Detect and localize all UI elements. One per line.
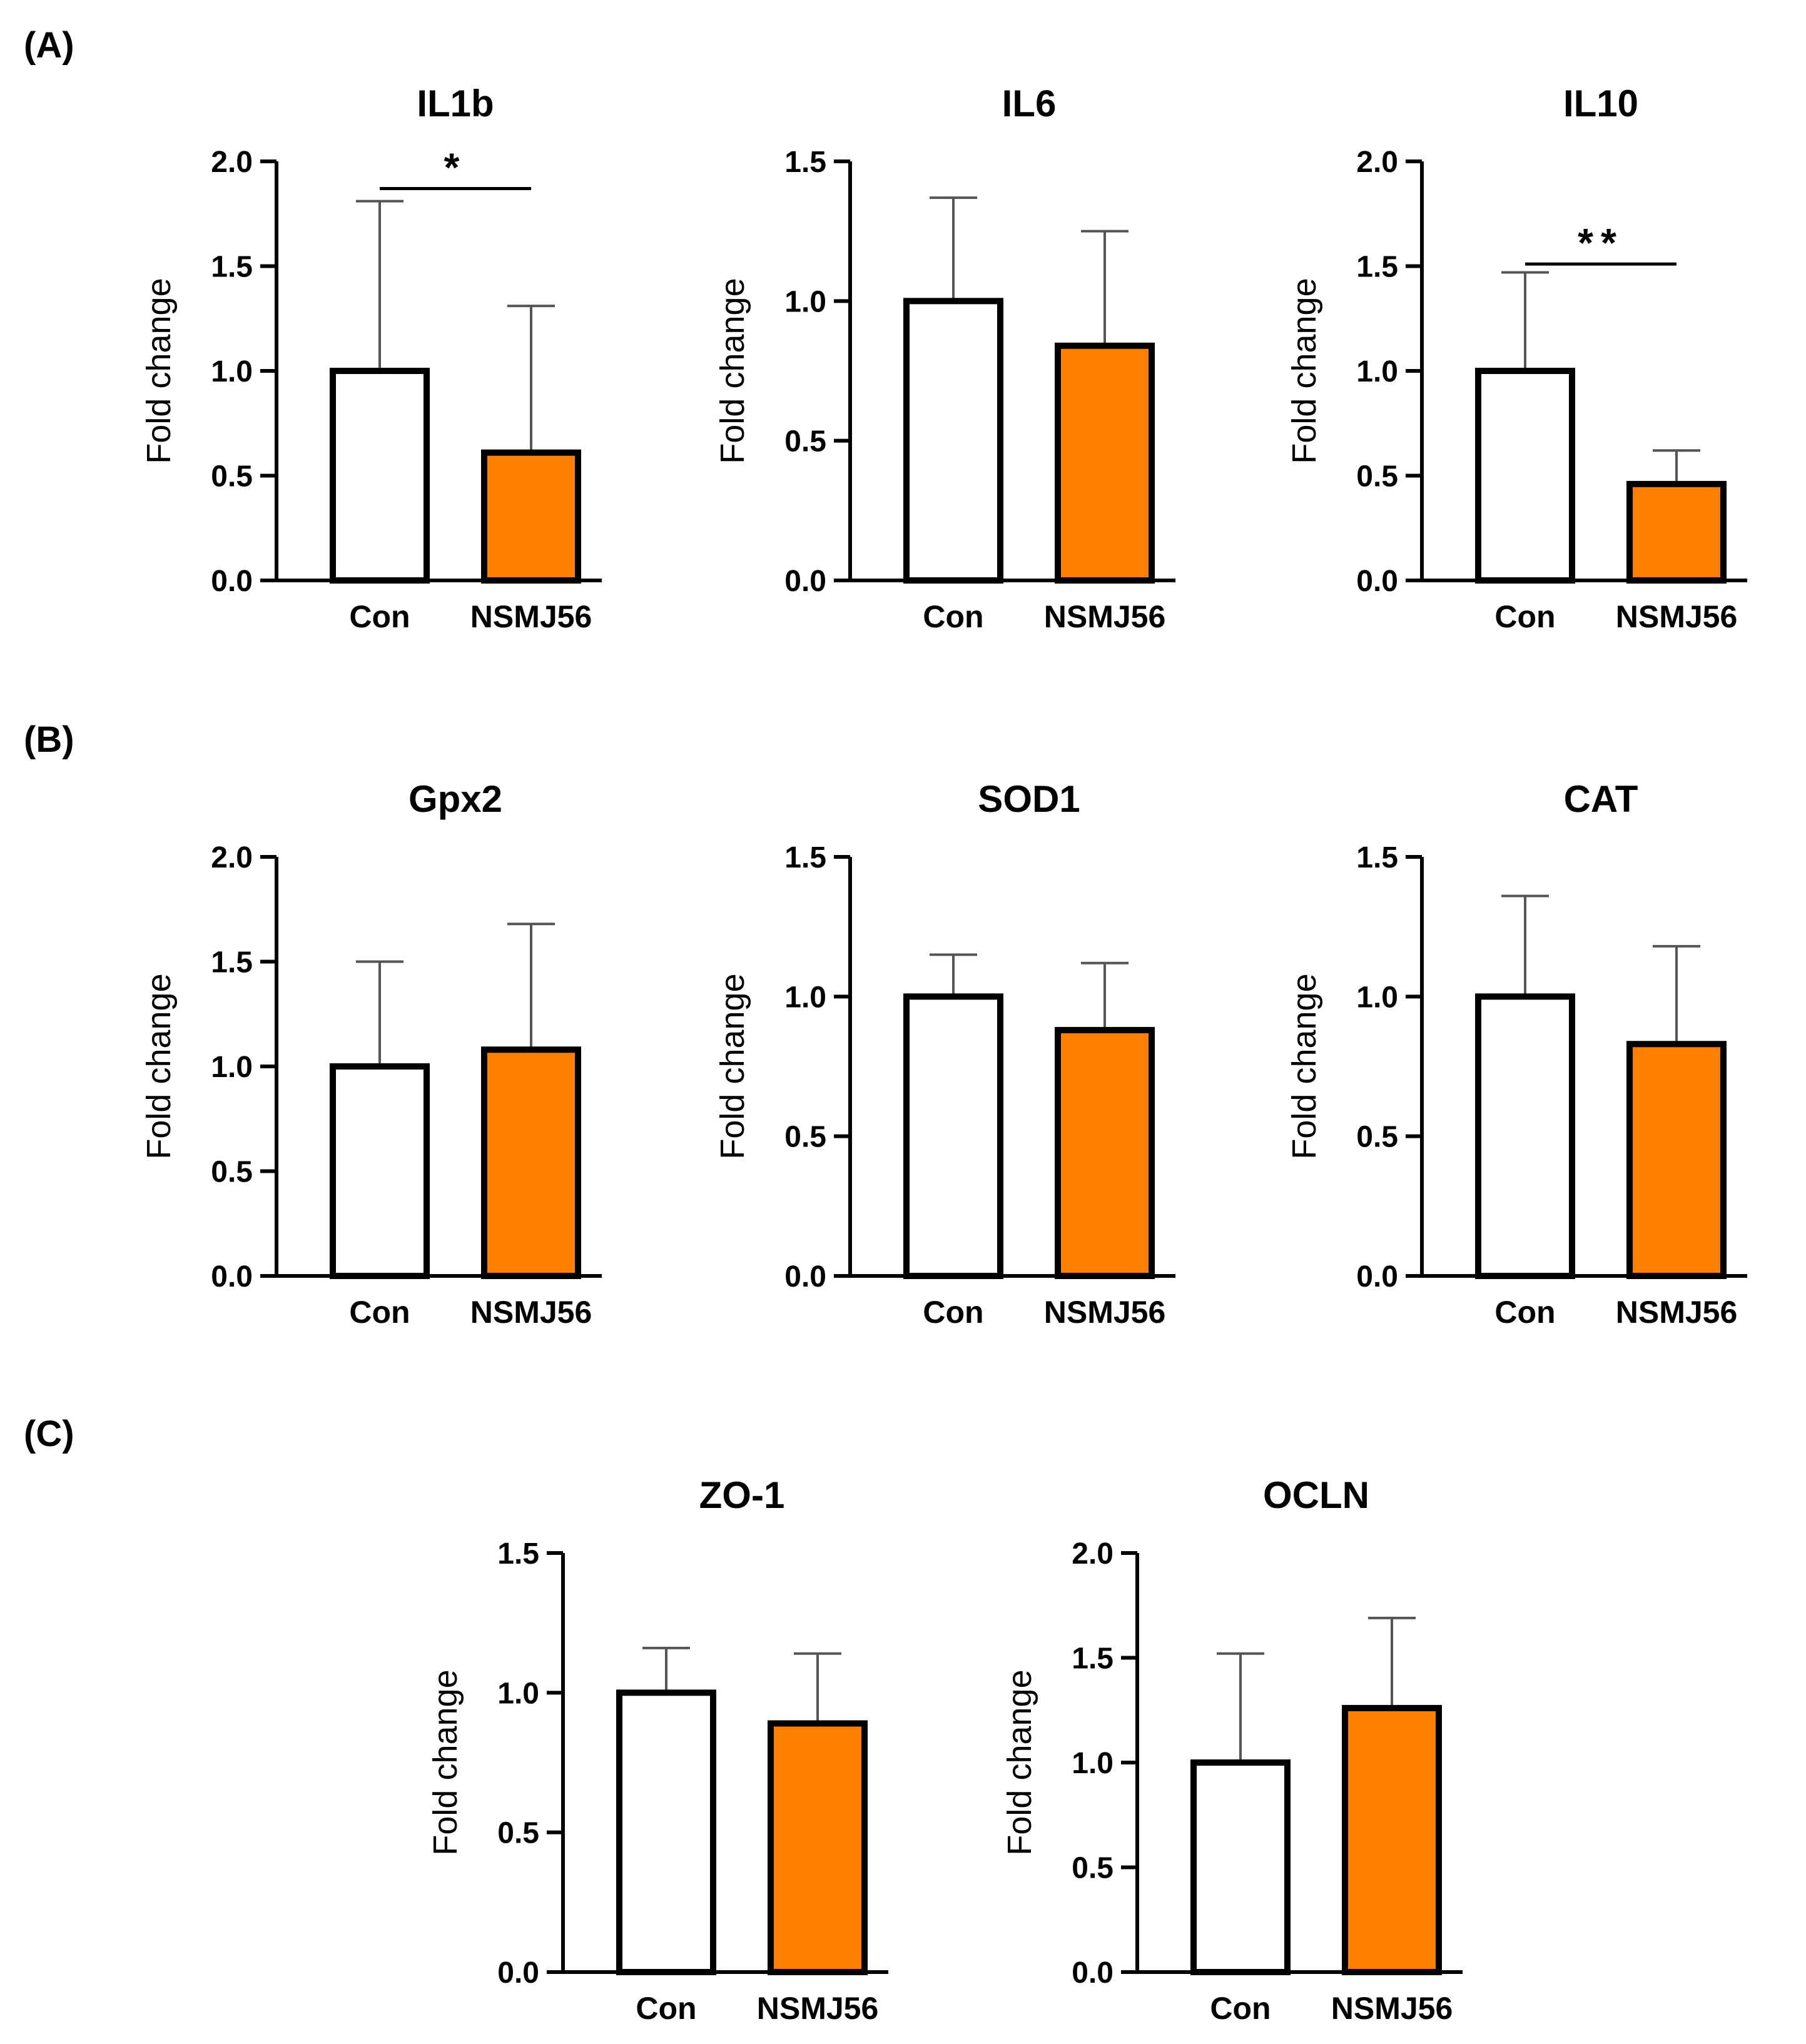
bar-con xyxy=(616,1689,716,1975)
chart-cat: CAT Fold change 0.0 0.5 1.0 1.5 Con NSMJ56 xyxy=(1286,778,1747,1330)
y-tick-label: 0.0 xyxy=(211,565,253,598)
y-tick-label: 1.5 xyxy=(497,1537,539,1571)
bar-con xyxy=(1190,1759,1291,1975)
x-tick-label-nsmj56: NSMJ56 xyxy=(1616,599,1738,634)
y-tick-label: 0.0 xyxy=(1356,1260,1398,1293)
panel-label-b: (B) xyxy=(24,719,74,760)
y-tick-label: 1.5 xyxy=(211,946,253,979)
x-tick-label-nsmj56: NSMJ56 xyxy=(1044,1295,1166,1330)
y-tick-label: 0.5 xyxy=(211,460,253,493)
y-tick-label: 0.0 xyxy=(1072,1956,1114,1990)
y-axis-label: Fold change xyxy=(1286,278,1323,463)
bar-con xyxy=(1475,368,1575,584)
bar-con xyxy=(903,298,1003,584)
bar-con xyxy=(330,1063,430,1279)
y-axis-label: Fold change xyxy=(427,1669,464,1855)
y-tick-label: 1.0 xyxy=(784,981,826,1014)
y-tick-label: 1.0 xyxy=(1072,1747,1114,1780)
x-tick-label-con: Con xyxy=(1494,1295,1555,1330)
y-tick-label: 0.5 xyxy=(211,1156,253,1189)
y-tick-label: 0.0 xyxy=(784,1260,826,1293)
x-tick-label-nsmj56: NSMJ56 xyxy=(1331,1991,1453,2026)
bar-nsmj56 xyxy=(1626,480,1727,584)
bar-nsmj56 xyxy=(481,1046,581,1279)
y-tick-label: 1.5 xyxy=(1072,1642,1114,1676)
y-axis-label: Fold change xyxy=(714,973,751,1159)
chart-title: Gpx2 xyxy=(408,778,502,820)
chart-title: SOD1 xyxy=(978,778,1080,820)
y-tick-label: 2.0 xyxy=(1356,146,1398,179)
panel-label-c: (C) xyxy=(24,1414,74,1454)
chart-sod1: SOD1 Fold change 0.0 0.5 1.0 1.5 Con NSMJ56 xyxy=(714,778,1175,1330)
chart-zo-1: ZO-1 Fold change 0.0 0.5 1.0 1.5 Con NSMJ56 xyxy=(427,1474,888,2026)
y-tick-label: 2.0 xyxy=(211,146,253,179)
chart-il1b: IL1b Fold change 0.0 0.5 1.0 1.5 2.0 Con NSMJ56 * xyxy=(140,83,602,634)
chart-ocln: OCLN Fold change 0.0 0.5 1.0 1.5 2.0 Con NSMJ56 xyxy=(1001,1474,1463,2026)
bar-con xyxy=(330,368,430,584)
y-tick-label: 1.0 xyxy=(211,355,253,388)
y-tick-label: 1.5 xyxy=(211,251,253,284)
x-tick-label-con: Con xyxy=(1210,1991,1271,2026)
y-tick-label: 1.0 xyxy=(784,285,826,318)
bar-nsmj56 xyxy=(1626,1041,1727,1280)
y-axis-label: Fold change xyxy=(1286,973,1323,1159)
y-tick-label: 1.0 xyxy=(211,1051,253,1084)
y-tick-label: 1.5 xyxy=(784,146,826,179)
y-tick-label: 0.5 xyxy=(1356,1121,1398,1154)
y-axis-label: Fold change xyxy=(140,278,178,463)
x-tick-label-con: Con xyxy=(923,599,983,634)
chart-title: OCLN xyxy=(1263,1474,1369,1516)
y-tick-label: 2.0 xyxy=(211,841,253,874)
chart-il10: IL10 Fold change 0.0 0.5 1.0 1.5 2.0 Con NSMJ56 *… xyxy=(1286,83,1747,634)
bar-nsmj56 xyxy=(768,1720,868,1975)
charts-container: IL1b Fold change 0.0 0.5 1.0 1.5 2.0 Con NSMJ56 *… xyxy=(140,83,1747,2026)
panel-label-a: (A) xyxy=(24,25,74,66)
bar-nsmj56 xyxy=(1055,1026,1155,1280)
y-tick-label: 0.0 xyxy=(211,1260,253,1293)
chart-title: CAT xyxy=(1564,778,1638,820)
chart-il6: IL6 Fold change 0.0 0.5 1.0 1.5 Con NSMJ56 xyxy=(714,83,1175,634)
x-tick-label-con: Con xyxy=(923,1295,983,1330)
y-tick-label: 0.0 xyxy=(784,565,826,598)
chart-title: IL6 xyxy=(1002,83,1057,124)
y-tick-label: 2.0 xyxy=(1072,1537,1114,1571)
y-tick-label: 0.5 xyxy=(784,1121,826,1154)
x-tick-label-nsmj56: NSMJ56 xyxy=(757,1991,879,2026)
chart-title: IL1b xyxy=(417,83,494,124)
chart-title: ZO-1 xyxy=(699,1474,785,1516)
x-tick-label-con: Con xyxy=(349,1295,410,1330)
y-axis-label: Fold change xyxy=(140,973,178,1159)
y-tick-label: 1.5 xyxy=(1356,841,1398,874)
y-tick-label: 0.5 xyxy=(497,1817,539,1850)
y-tick-label: 1.0 xyxy=(1356,981,1398,1014)
y-tick-label: 1.0 xyxy=(497,1677,539,1710)
x-tick-label-nsmj56: NSMJ56 xyxy=(470,599,592,634)
y-axis-label: Fold change xyxy=(1001,1669,1038,1855)
y-tick-label: 0.5 xyxy=(784,425,826,458)
x-tick-label-con: Con xyxy=(349,599,410,634)
bar-con xyxy=(903,993,1003,1280)
y-tick-label: 0.5 xyxy=(1072,1852,1114,1885)
chart-gpx2: Gpx2 Fold change 0.0 0.5 1.0 1.5 2.0 Con NSMJ56 xyxy=(140,778,602,1330)
bar-nsmj56 xyxy=(1342,1704,1442,1975)
y-tick-label: 1.5 xyxy=(1356,251,1398,284)
bar-nsmj56 xyxy=(1055,342,1155,584)
x-tick-label-nsmj56: NSMJ56 xyxy=(470,1295,592,1330)
chart-title: IL10 xyxy=(1563,83,1638,124)
x-tick-label-con: Con xyxy=(1494,599,1555,634)
significance-marker: ** xyxy=(1578,220,1624,265)
bar-nsmj56 xyxy=(481,449,581,584)
significance-marker: * xyxy=(444,145,467,190)
x-tick-label-nsmj56: NSMJ56 xyxy=(1616,1295,1738,1330)
y-tick-label: 0.0 xyxy=(497,1956,539,1990)
y-axis-label: Fold change xyxy=(714,278,751,463)
bar-con xyxy=(1475,993,1575,1280)
y-tick-label: 0.5 xyxy=(1356,460,1398,493)
y-tick-label: 1.5 xyxy=(784,841,826,874)
y-tick-label: 1.0 xyxy=(1356,355,1398,388)
y-tick-label: 0.0 xyxy=(1356,565,1398,598)
x-tick-label-nsmj56: NSMJ56 xyxy=(1044,599,1166,634)
x-tick-label-con: Con xyxy=(636,1991,696,2026)
